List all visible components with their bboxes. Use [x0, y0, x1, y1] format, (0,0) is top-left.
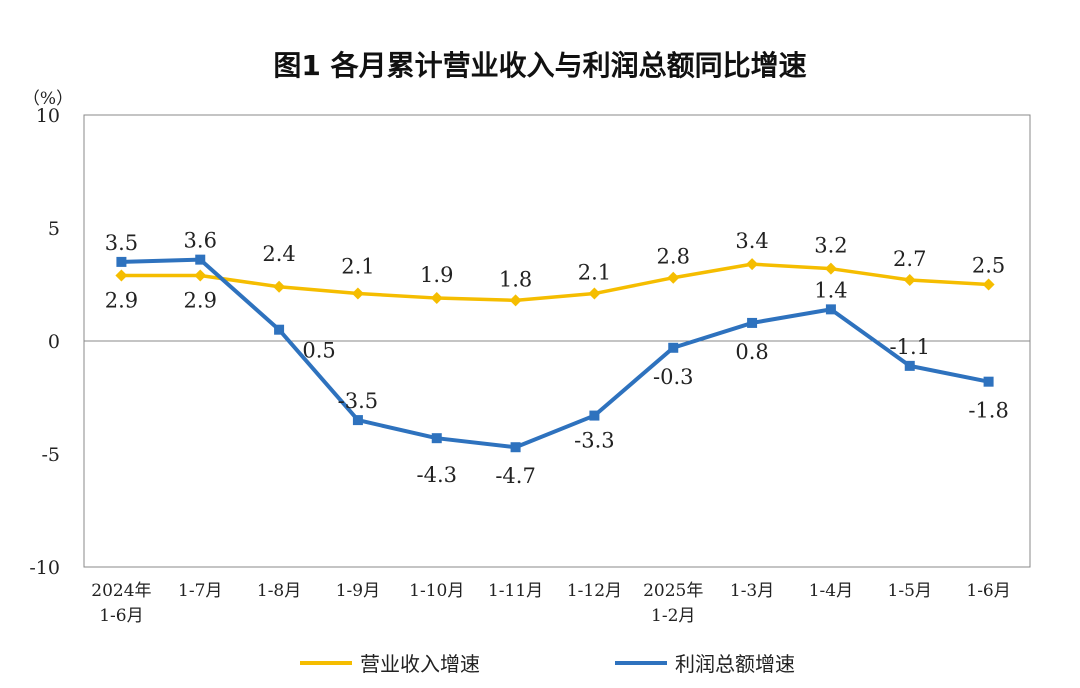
data-point-profit — [274, 324, 285, 335]
data-point-profit — [983, 376, 994, 387]
data-point-profit — [904, 360, 915, 371]
chart-title: 图1 各月累计营业收入与利润总额同比增速 — [273, 49, 807, 82]
data-label-revenue: 2.9 — [184, 288, 217, 312]
y-tick-label: -5 — [41, 444, 60, 466]
data-label-revenue: 2.5 — [972, 254, 1005, 278]
data-label-profit: 3.5 — [105, 231, 138, 255]
legend-item-profit: 利润总额增速 — [615, 648, 795, 677]
y-axis-unit: （%） — [23, 89, 73, 109]
x-tick-label: 1-5月 — [888, 581, 932, 601]
data-point-profit — [589, 410, 600, 421]
x-tick-label: 1-10月 — [409, 581, 464, 601]
data-point-revenue — [509, 294, 522, 307]
x-tick-label: 2024年 — [91, 581, 151, 601]
legend-label-profit: 利润总额增速 — [675, 652, 795, 676]
legend-item-revenue: 营业收入增速 — [300, 648, 480, 677]
x-tick-label: 1-6月 — [966, 581, 1010, 601]
y-tick-label: 10 — [36, 105, 60, 127]
legend-swatch-profit — [615, 660, 667, 665]
data-point-revenue — [115, 269, 128, 282]
data-label-profit: -4.7 — [495, 464, 536, 488]
y-tick-label: 5 — [48, 218, 60, 240]
data-label-profit: 1.4 — [814, 278, 847, 302]
data-label-revenue: 1.9 — [420, 263, 453, 287]
y-tick-label: 0 — [48, 331, 60, 353]
data-label-revenue: 2.8 — [657, 245, 690, 269]
data-point-profit — [431, 433, 442, 444]
data-label-profit: -1.8 — [968, 399, 1009, 423]
data-point-profit — [116, 256, 127, 267]
data-point-profit — [668, 342, 679, 353]
data-point-revenue — [824, 262, 837, 275]
data-label-revenue: 1.8 — [499, 267, 532, 291]
y-tick-label: -10 — [29, 557, 60, 579]
series-line-0 — [121, 262, 989, 303]
data-label-revenue: 2.4 — [262, 242, 295, 266]
data-point-revenue — [273, 280, 286, 293]
data-label-profit: 3.6 — [184, 229, 217, 253]
data-point-revenue — [194, 269, 207, 282]
data-point-revenue — [430, 292, 443, 305]
x-tick-label: 1-7月 — [178, 581, 222, 601]
data-label-revenue: 2.7 — [893, 247, 926, 271]
series-line-1 — [121, 257, 989, 450]
x-tick-label: 1-12月 — [567, 581, 622, 601]
data-label-profit: 0.8 — [735, 340, 768, 364]
x-tick-label: 1-9月 — [336, 581, 380, 601]
data-label-revenue: 2.9 — [105, 288, 138, 312]
x-tick-label: 2025年 — [643, 581, 703, 601]
data-label-revenue: 3.4 — [735, 229, 768, 253]
x-tick-label: 1-4月 — [809, 581, 853, 601]
data-label-profit: -4.3 — [417, 463, 458, 487]
x-tick-label: 1-8月 — [257, 581, 301, 601]
data-label-profit: -3.3 — [574, 429, 615, 453]
data-point-revenue — [746, 258, 759, 271]
x-tick-label: 1-6月 — [99, 606, 143, 626]
x-tick-label: 1-2月 — [651, 606, 695, 626]
legend-swatch-revenue — [300, 660, 352, 665]
data-point-revenue — [667, 271, 680, 284]
data-point-profit — [825, 304, 836, 315]
data-point-revenue — [903, 273, 916, 286]
data-label-profit: -3.5 — [338, 389, 379, 413]
data-point-revenue — [351, 287, 364, 300]
data-label-revenue: 2.1 — [578, 261, 611, 285]
data-point-revenue — [982, 278, 995, 291]
x-tick-label: 1-3月 — [730, 581, 774, 601]
legend-label-revenue: 营业收入增速 — [360, 652, 480, 676]
data-point-profit — [195, 254, 206, 265]
data-label-profit: -0.3 — [653, 365, 694, 389]
data-point-revenue — [588, 287, 601, 300]
data-point-profit — [352, 415, 363, 426]
data-label-revenue: 2.1 — [341, 255, 374, 279]
x-tick-label: 1-11月 — [488, 581, 543, 601]
data-label-profit: -1.1 — [890, 335, 931, 359]
data-label-profit: 0.5 — [302, 339, 335, 363]
data-label-revenue: 3.2 — [814, 234, 847, 258]
data-point-profit — [747, 317, 758, 328]
data-point-profit — [510, 442, 521, 453]
